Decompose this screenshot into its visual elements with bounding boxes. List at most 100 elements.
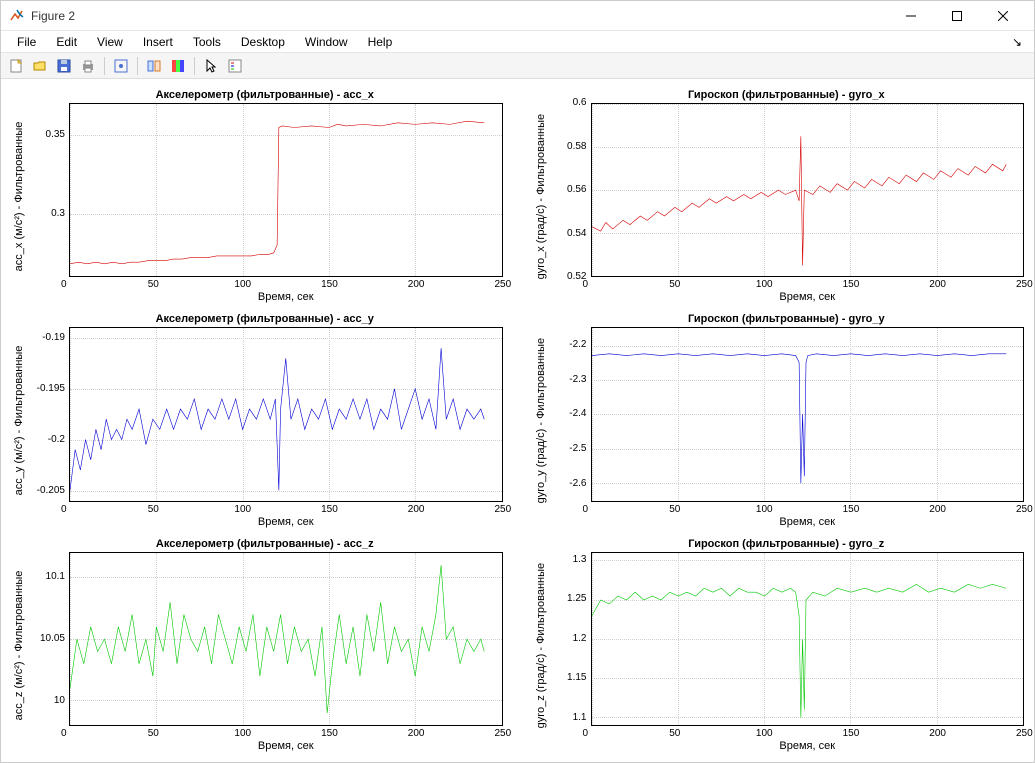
ylabel: gyro_y (град/с) - Фильтрованные <box>533 313 549 527</box>
xlabel: Время, сек <box>69 291 503 303</box>
gridline <box>1023 104 1024 276</box>
subplot-gyro_z: gyro_z (град/с) - ФильтрованныеГироскоп … <box>533 538 1025 752</box>
xtick-label: 0 <box>583 504 589 515</box>
xtick-label: 150 <box>843 504 860 515</box>
window-title: Figure 2 <box>31 9 888 23</box>
save-icon[interactable] <box>53 55 75 77</box>
menu-view[interactable]: View <box>87 32 133 52</box>
xtick-label: 100 <box>756 504 773 515</box>
xtick-label: 250 <box>1016 728 1033 739</box>
yticks: 1.31.251.21.151.1 <box>549 552 591 726</box>
yticks: 0.60.580.560.540.52 <box>549 103 591 277</box>
ylabel: acc_x (м/с²) - Фильтрованные <box>11 89 27 303</box>
ylabel: gyro_x (град/с) - Фильтрованные <box>533 89 549 303</box>
ytick-label: -2.5 <box>569 443 586 454</box>
data-line <box>70 328 502 500</box>
close-button[interactable] <box>980 1 1026 31</box>
ytick-label: -2.3 <box>569 374 586 385</box>
toolbar <box>1 53 1034 79</box>
xtick-label: 200 <box>408 279 425 290</box>
gridline <box>502 104 503 276</box>
xtick-label: 0 <box>61 728 67 739</box>
xtick-label: 0 <box>61 279 67 290</box>
xtick-label: 250 <box>495 728 512 739</box>
plot-title: Акселерометр (фильтрованные) - acc_x <box>27 89 503 101</box>
pointer-icon[interactable] <box>200 55 222 77</box>
data-line <box>70 553 502 725</box>
xtick-label: 200 <box>929 504 946 515</box>
ytick-label: -2.6 <box>569 478 586 489</box>
axes[interactable] <box>591 552 1025 726</box>
titlebar: Figure 2 <box>1 1 1034 31</box>
xtick-label: 0 <box>583 279 589 290</box>
matlab-icon <box>9 8 25 24</box>
insert-legend-icon[interactable] <box>224 55 246 77</box>
axes[interactable] <box>69 552 503 726</box>
data-cursor-icon[interactable] <box>110 55 132 77</box>
ytick-label: 10.05 <box>40 633 65 644</box>
subplot-acc_x: acc_x (м/с²) - ФильтрованныеАкселерометр… <box>11 89 503 303</box>
ytick-label: 1.2 <box>573 633 587 644</box>
ytick-label: 0.3 <box>51 208 65 219</box>
subplot-acc_y: acc_y (м/с²) - ФильтрованныеАкселерометр… <box>11 313 503 527</box>
ytick-label: -0.19 <box>42 332 65 343</box>
new-figure-icon[interactable] <box>5 55 27 77</box>
plot-title: Гироскоп (фильтрованные) - gyro_y <box>549 313 1025 325</box>
ytick-label: 10 <box>54 695 65 706</box>
figure-window: Figure 2 File Edit View Insert Tools Des… <box>0 0 1035 763</box>
xtick-label: 150 <box>843 728 860 739</box>
toolbar-separator <box>194 57 195 75</box>
xlabel: Время, сек <box>591 516 1025 528</box>
plot-title: Гироскоп (фильтрованные) - gyro_z <box>549 538 1025 550</box>
xtick-label: 150 <box>321 728 338 739</box>
plot-title: Акселерометр (фильтрованные) - acc_z <box>27 538 503 550</box>
dock-icon[interactable]: ↘ <box>1006 35 1028 49</box>
subplot-gyro_x: gyro_x (град/с) - ФильтрованныеГироскоп … <box>533 89 1025 303</box>
xtick-label: 0 <box>61 504 67 515</box>
axes[interactable] <box>591 103 1025 277</box>
xtick-label: 50 <box>669 279 680 290</box>
ytick-label: 1.25 <box>567 593 586 604</box>
subplot-acc_z: acc_z (м/с²) - ФильтрованныеАкселерометр… <box>11 538 503 752</box>
axes[interactable] <box>69 327 503 501</box>
xtick-label: 100 <box>234 504 251 515</box>
axes[interactable] <box>591 327 1025 501</box>
link-plot-icon[interactable] <box>143 55 165 77</box>
xtick-label: 200 <box>929 728 946 739</box>
print-icon[interactable] <box>77 55 99 77</box>
ytick-label: 10.1 <box>46 571 65 582</box>
xtick-label: 50 <box>669 728 680 739</box>
xtick-label: 250 <box>1016 279 1033 290</box>
minimize-button[interactable] <box>888 1 934 31</box>
ytick-label: 0.56 <box>567 184 586 195</box>
ytick-label: 1.3 <box>573 554 587 565</box>
xticks: 050100150200250 <box>591 277 1025 289</box>
xtick-label: 100 <box>234 728 251 739</box>
xtick-label: 200 <box>929 279 946 290</box>
menu-help[interactable]: Help <box>358 32 403 52</box>
toolbar-separator <box>104 57 105 75</box>
menu-edit[interactable]: Edit <box>46 32 87 52</box>
xtick-label: 100 <box>756 728 773 739</box>
xtick-label: 150 <box>321 504 338 515</box>
ylabel: gyro_z (град/с) - Фильтрованные <box>533 538 549 752</box>
maximize-button[interactable] <box>934 1 980 31</box>
axes[interactable] <box>69 103 503 277</box>
xtick-label: 100 <box>234 279 251 290</box>
xtick-label: 50 <box>148 279 159 290</box>
ylabel: acc_y (м/с²) - Фильтрованные <box>11 313 27 527</box>
menu-desktop[interactable]: Desktop <box>231 32 295 52</box>
menu-tools[interactable]: Tools <box>183 32 231 52</box>
xticks: 050100150200250 <box>591 502 1025 514</box>
menu-window[interactable]: Window <box>295 32 358 52</box>
xticks: 050100150200250 <box>69 502 503 514</box>
ytick-label: 0.6 <box>573 97 587 108</box>
colorbar-icon[interactable] <box>167 55 189 77</box>
data-line <box>70 104 502 276</box>
menu-insert[interactable]: Insert <box>133 32 183 52</box>
ytick-label: -2.4 <box>569 408 586 419</box>
open-icon[interactable] <box>29 55 51 77</box>
menu-file[interactable]: File <box>7 32 46 52</box>
data-line <box>592 553 1024 725</box>
xticks: 050100150200250 <box>591 726 1025 738</box>
